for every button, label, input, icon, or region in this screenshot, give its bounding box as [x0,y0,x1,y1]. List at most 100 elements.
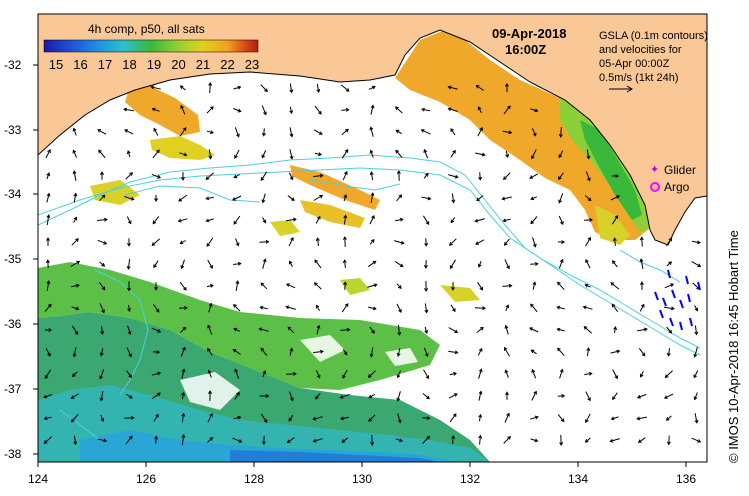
velocity-arrowhead [611,303,616,308]
velocity-arrow [450,304,456,312]
velocity-arrow [583,326,593,334]
velocity-arrowhead [235,242,240,247]
velocity-arrowhead [103,241,108,245]
velocity-arrowhead [587,197,592,202]
velocity-arrow [638,348,646,356]
velocity-arrow [262,370,266,378]
velocity-arrowhead [46,214,51,218]
velocity-arrowhead [71,418,75,423]
velocity-arrow [262,259,266,269]
y-tick-label: -33 [4,123,22,137]
velocity-arrowhead [588,371,593,376]
velocity-arrowhead [399,217,404,222]
velocity-arrowhead [448,242,453,246]
velocity-arrowhead [345,107,350,112]
velocity-arrowhead [558,176,562,180]
velocity-arrow [44,436,52,444]
velocity-arrowhead [424,242,429,247]
velocity-arrowhead [101,194,106,199]
velocity-arrow [232,437,242,443]
velocity-arrowhead [208,82,213,86]
velocity-arrowhead [262,258,267,263]
velocity-arrow [478,414,482,422]
velocity-arrow [425,238,427,246]
velocity-arrowhead [664,374,669,379]
velocity-arrowhead [396,170,401,174]
velocity-arrowhead [182,127,187,131]
velocity-arrow [341,129,349,135]
velocity-arrow [638,437,646,443]
velocity-arrow [98,282,106,290]
velocity-arrow [475,239,485,245]
velocity-arrowhead [507,435,511,440]
velocity-arrowhead [205,218,210,223]
velocity-arrowhead [151,242,156,246]
map-frame [37,13,708,463]
velocity-arrowhead [127,220,132,225]
velocity-arrow [530,196,538,200]
velocity-arrow [314,259,322,269]
velocity-arrow [585,237,591,247]
velocity-arrowhead [452,149,456,154]
colorbar-tick-label: 22 [220,57,235,72]
velocity-arrowhead [343,214,348,219]
velocity-arrowhead [75,238,79,242]
velocity-arrow [314,282,322,290]
velocity-arrowhead [451,434,456,439]
velocity-arrowhead [292,217,297,222]
velocity-arrowhead [289,110,294,115]
velocity-arrowhead [260,177,265,182]
velocity-arrow [209,82,211,94]
velocity-arrow [421,129,431,135]
velocity-arrowhead [585,419,589,424]
velocity-arrow [181,413,185,423]
velocity-arrowhead [396,397,401,402]
velocity-arrow [370,193,374,203]
velocity-arrow [583,306,593,310]
velocity-arrow [262,193,266,203]
velocity-arrowhead [368,394,373,399]
velocity-arrow [505,305,509,311]
velocity-arrow [314,105,322,115]
velocity-arrowhead [233,220,238,225]
colorbar-tick-label: 18 [122,57,137,72]
axis-ticks [33,64,687,467]
velocity-arrowhead [101,286,106,291]
velocity-arrowhead [609,438,614,443]
velocity-arrow [610,195,620,201]
velocity-arrow [504,347,510,357]
velocity-arrow [127,325,131,335]
velocity-arrowhead [157,371,162,376]
velocity-arrowhead [318,110,322,115]
velocity-arrow [98,194,106,202]
velocity-arrow [259,241,269,243]
colorbar-title: 4h comp, p50, all sats [88,22,205,36]
velocity-arrow [451,193,455,203]
velocity-arrow [422,436,430,444]
velocity-arrowhead [529,175,534,179]
velocity-arrowhead [478,434,483,439]
velocity-arrow [206,218,214,222]
velocity-arrow [531,149,537,159]
velocity-arrowhead [100,331,105,335]
velocity-arrowhead [316,89,321,93]
velocity-arrow [71,238,79,246]
velocity-arrow [317,238,319,246]
velocity-arrowhead [314,259,318,264]
velocity-arrowhead [398,285,402,290]
velocity-arrowhead [46,237,50,241]
velocity-arrowhead [370,104,375,109]
velocity-arrowhead [558,154,563,159]
velocity-arrowhead [233,304,237,308]
velocity-arrow [207,325,213,335]
velocity-arrow [370,150,374,158]
velocity-arrow [529,173,539,179]
velocity-arrowhead [128,374,132,379]
velocity-arrow [665,238,673,246]
velocity-arrowhead [129,435,133,440]
velocity-arrow [369,215,375,225]
velocity-arrow [611,215,619,225]
velocity-arrow [693,370,699,378]
velocity-arrowhead [504,324,509,329]
velocity-arrowhead [397,331,402,336]
